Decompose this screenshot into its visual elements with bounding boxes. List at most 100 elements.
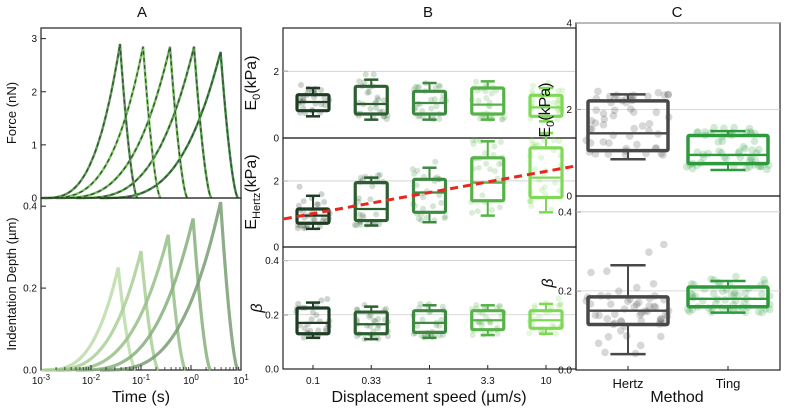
B_EHertz-point-4-8 (527, 198, 534, 205)
B_beta-point-2-0 (438, 316, 445, 323)
B_EHertz-point-3-5 (482, 150, 489, 157)
B_E0-point-2-26 (432, 85, 439, 91)
B_beta-box-0 (295, 306, 331, 336)
C_E0-point-0-32 (629, 108, 638, 116)
B_EHertz-point-2-6 (420, 205, 426, 212)
C_E0-point-0-13 (630, 124, 638, 133)
B_beta-point-3-18 (478, 322, 485, 329)
B_E0-point-1-16 (356, 78, 363, 85)
B_E0-point-4-1 (554, 107, 561, 114)
C_beta-point-0-20 (591, 311, 600, 320)
panel-b-e0-ylabel-unit: (kPa) (243, 55, 260, 93)
A_force-ytick-label-0: 0 (31, 194, 37, 205)
B_beta-point-0-23 (315, 327, 322, 334)
B_EHertz-point-4-9 (532, 166, 538, 173)
B_E0-ytick-label-1: 2 (273, 67, 279, 78)
B_EHertz-point-0-6 (301, 225, 308, 232)
B_E0-point-4-12 (545, 100, 552, 107)
B_EHertz-point-1-15 (376, 172, 383, 178)
B_EHertz-point-3-16 (483, 160, 490, 167)
A_force-fit-1 (75, 46, 213, 199)
B_EHertz-point-0-1 (314, 201, 320, 208)
C_E0-point-0-5 (599, 109, 608, 118)
B_EHertz-point-4-10 (528, 203, 535, 209)
C_beta-point-1-5 (688, 291, 697, 300)
B_beta-point-4-4 (526, 330, 533, 337)
B_E0-point-2-25 (431, 96, 438, 103)
C_E0-point-1-21 (763, 165, 771, 174)
C_E0-point-1-38 (688, 164, 697, 173)
C_beta-point-0-26 (636, 341, 645, 350)
B_E0-point-1-6 (362, 71, 369, 78)
B_EHertz-point-2-7 (413, 182, 420, 189)
B_EHertz-point-4-22 (532, 141, 539, 148)
C_beta-point-0-50 (603, 267, 611, 276)
B_EHertz-point-1-23 (351, 221, 358, 228)
panel-c-e0-ylabel-main: E (537, 127, 554, 138)
B_E0-point-3-22 (499, 116, 506, 123)
B_EHertz-point-3-10 (488, 207, 495, 213)
C_beta-point-1-26 (730, 290, 738, 299)
panel-c-beta-plot: 0.0 0.2 0.4 Hertz Ting (558, 207, 780, 391)
A_indent-ytick-label-1: 0.2 (23, 284, 37, 295)
B_beta-xtick-label-3: 3.3 (481, 376, 495, 387)
C_beta-ytick-label-0: 0.0 (558, 366, 572, 377)
B_beta-point-3-4 (496, 303, 503, 310)
B_EHertz-point-1-3 (357, 221, 364, 228)
B_E0-point-2-24 (428, 96, 435, 103)
B_EHertz-point-3-13 (492, 168, 498, 175)
C_beta-point-0-45 (635, 298, 643, 307)
panel-c-xlabel: Method (650, 389, 703, 406)
B_EHertz-point-4-15 (548, 206, 555, 213)
C_beta-point-1-35 (730, 288, 739, 297)
A_indent-xtick-exp-2: -1 (143, 373, 151, 382)
A_force-series-3 (45, 46, 162, 200)
B_beta-xtick-label-2: 1 (427, 376, 433, 387)
B_beta-point-0-10 (301, 325, 308, 332)
B_beta-point-4-17 (531, 302, 538, 309)
C_E0-point-0-10 (599, 138, 608, 146)
B_beta-xtick-label-0: 0.1 (306, 376, 320, 387)
B_EHertz-point-4-3 (541, 184, 548, 191)
B_EHertz-point-3-26 (475, 164, 482, 171)
A_indent-xtick-label-3: 100 (183, 373, 199, 387)
B_E0-point-3-14 (483, 95, 490, 101)
C_E0-point-1-6 (710, 123, 718, 132)
A_indent-xtick-exp-1: -2 (93, 373, 101, 382)
B_EHertz-point-3-14 (496, 204, 503, 211)
B_E0-point-3-25 (488, 90, 495, 97)
B_beta-point-2-10 (414, 322, 421, 329)
C_E0-ytick-label-0: 0 (566, 192, 572, 203)
B_EHertz-point-4-24 (552, 179, 559, 186)
B_EHertz-point-0-20 (296, 183, 303, 190)
panel-c-beta: 0.0 0.2 0.4 Hertz Ting β Method (540, 195, 781, 406)
C_beta-point-0-8 (660, 240, 668, 249)
B_beta-point-4-0 (549, 322, 556, 329)
B_beta-point-4-27 (557, 301, 564, 308)
B_beta-point-0-11 (295, 300, 302, 307)
B_beta-point-2-16 (436, 322, 443, 329)
panel-letter-b: B (423, 4, 433, 21)
B_EHertz-point-4-18 (527, 197, 534, 204)
C_beta-point-1-28 (732, 272, 740, 281)
B_E0-point-0-26 (321, 95, 328, 102)
B_beta-ytick-label-0: 0.0 (265, 365, 279, 376)
B_EHertz-box-4 (528, 146, 564, 200)
C_E0-point-1-5 (739, 142, 748, 151)
B_EHertz-point-4-13 (526, 198, 533, 205)
A_force-fit-4 (41, 43, 139, 199)
C_E0-point-1-13 (755, 145, 763, 154)
panel-a-indent-frame (40, 197, 242, 371)
B_E0-point-2-19 (433, 103, 440, 110)
B_beta-point-4-25 (553, 330, 560, 337)
B_beta-point-4-13 (555, 303, 562, 309)
C_E0-point-0-47 (654, 88, 663, 97)
C_beta-point-0-10 (603, 315, 611, 323)
A_indent-xtick-label-1: 10-2 (82, 373, 101, 387)
C_E0-ytick-label-1: 2 (566, 105, 572, 116)
B_EHertz-point-2-5 (441, 215, 448, 222)
C_beta-point-0-38 (604, 333, 613, 341)
B_EHertz-point-2-23 (442, 213, 449, 220)
B_EHertz-point-4-6 (538, 187, 545, 194)
B_E0-box-1 (353, 84, 389, 116)
